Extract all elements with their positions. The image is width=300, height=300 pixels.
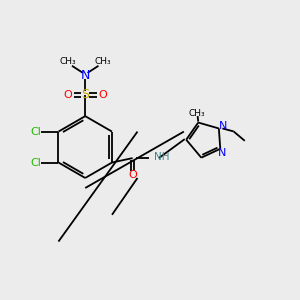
Text: N: N: [218, 148, 226, 158]
Text: CH₃: CH₃: [188, 109, 205, 118]
Text: S: S: [81, 88, 89, 101]
Text: N: N: [219, 121, 227, 131]
Text: Cl: Cl: [30, 127, 41, 136]
Text: CH₃: CH₃: [59, 57, 76, 66]
Text: Cl: Cl: [30, 158, 41, 167]
Text: NH: NH: [154, 152, 169, 162]
Text: N: N: [80, 69, 90, 82]
Text: CH₃: CH₃: [94, 57, 111, 66]
Text: O: O: [98, 90, 107, 100]
Text: O: O: [63, 90, 72, 100]
Text: O: O: [128, 170, 137, 180]
